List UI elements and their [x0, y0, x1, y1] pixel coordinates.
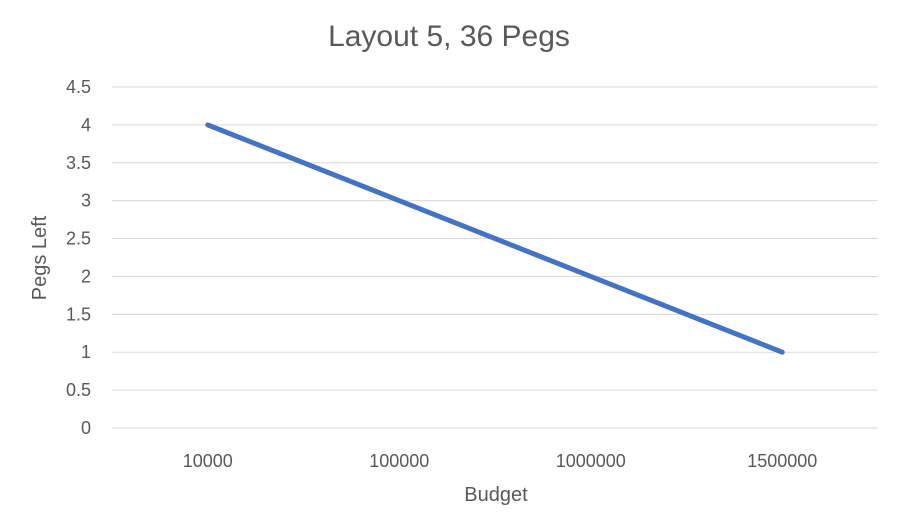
y-tick-label: 1.5: [66, 304, 91, 324]
y-tick-label: 0: [81, 418, 91, 438]
chart-title: Layout 5, 36 Pegs: [328, 20, 570, 53]
y-tick-label: 0.5: [66, 380, 91, 400]
x-tick-label: 10000: [183, 451, 233, 471]
series-lines: [205, 122, 785, 355]
series-line: [205, 122, 785, 355]
x-tick-label: 100000: [369, 451, 429, 471]
x-tick-label: 1500000: [747, 451, 817, 471]
x-axis-label: Budget: [464, 484, 528, 506]
y-tick-label: 1: [81, 342, 91, 362]
y-tick-label: 2.5: [66, 229, 91, 249]
y-tick-label: 3: [81, 191, 91, 211]
x-tick-label: 1000000: [556, 451, 626, 471]
y-axis-label: Pegs Left: [29, 215, 51, 300]
y-axis-ticks: 0 0.5 1 1.5 2 2.5 3 3.5 4 4.5: [66, 77, 91, 438]
y-tick-label: 4.5: [66, 77, 91, 97]
x-axis-ticks: 10000 100000 1000000 1500000: [183, 451, 818, 471]
y-tick-label: 4: [81, 115, 91, 135]
y-tick-label: 2: [81, 266, 91, 286]
gridlines: [112, 86, 878, 429]
y-tick-label: 3.5: [66, 153, 91, 173]
